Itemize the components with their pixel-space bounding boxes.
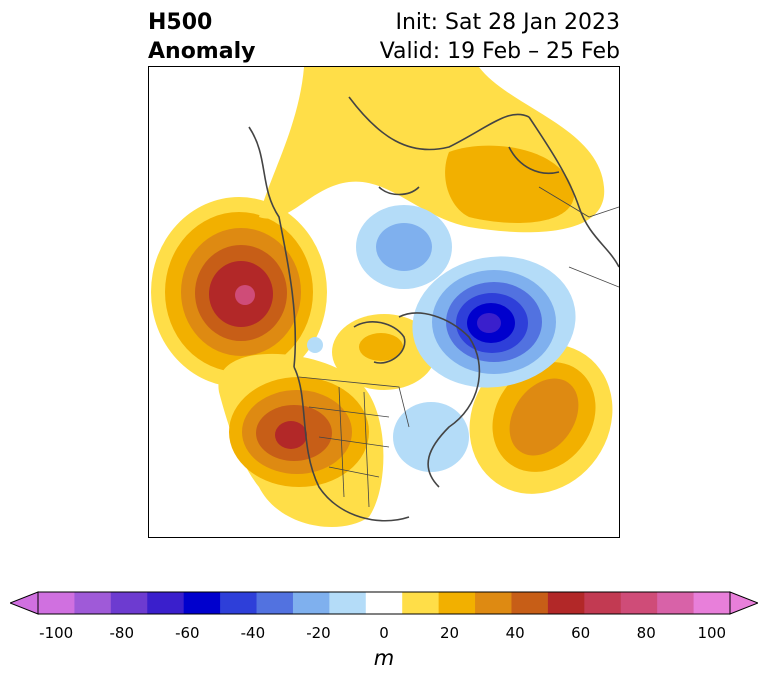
colorbar-bin bbox=[475, 592, 512, 614]
colorbar-unit: m bbox=[373, 646, 395, 670]
trough-central-arctic bbox=[356, 205, 452, 289]
colorbar-extend-low bbox=[8, 591, 39, 615]
colorbar-bin bbox=[147, 592, 185, 614]
title-variable: H500 bbox=[148, 10, 213, 35]
colorbar-bin bbox=[256, 592, 294, 614]
colorbar-graphic bbox=[8, 591, 760, 615]
colorbar-tick-label: 0 bbox=[379, 624, 389, 642]
colorbar-tick-label: 80 bbox=[636, 624, 656, 642]
colorbar-bin bbox=[183, 592, 221, 614]
ridge-southwestern-us bbox=[218, 353, 384, 527]
colorbar-bin bbox=[438, 592, 476, 614]
title-field: Anomaly bbox=[148, 39, 256, 64]
colorbar-bin bbox=[38, 592, 75, 614]
colorbar-bin bbox=[402, 592, 440, 614]
colorbar-tick-label: 40 bbox=[505, 624, 525, 642]
political-borders bbox=[298, 186, 619, 508]
colorbar-bin bbox=[365, 592, 403, 614]
colorbar-tick-label: 100 bbox=[697, 624, 727, 642]
colorbar-tick-label: 20 bbox=[440, 624, 460, 642]
ridge-canada bbox=[332, 314, 436, 390]
init-date: Init: Sat 28 Jan 2023 bbox=[395, 10, 620, 35]
trough-alaska bbox=[307, 337, 323, 353]
trough-eastern-north-america bbox=[393, 402, 469, 472]
ridge-northeast-pacific bbox=[151, 197, 327, 387]
coastlines bbox=[248, 96, 619, 522]
colorbar-bin bbox=[292, 592, 330, 614]
colorbar-bin bbox=[220, 592, 258, 614]
colorbar-tick-label: -60 bbox=[175, 624, 200, 642]
trough-barents bbox=[412, 256, 576, 388]
colorbar-tick-label: -80 bbox=[109, 624, 135, 642]
colorbar-bin bbox=[329, 592, 367, 614]
anomaly-map bbox=[151, 67, 619, 527]
colorbar-tick-label: 60 bbox=[571, 624, 591, 642]
map-dates: Init: Sat 28 Jan 2023 Valid: 19 Feb – 25… bbox=[380, 8, 620, 66]
map-panel bbox=[148, 66, 620, 538]
colorbar-frame bbox=[37, 591, 731, 615]
colorbar-bin bbox=[693, 592, 731, 614]
anomaly-shading bbox=[151, 67, 613, 527]
map-title: H500 Anomaly bbox=[148, 8, 255, 66]
colorbar-tick-label: -100 bbox=[39, 624, 74, 642]
colorbar-bin bbox=[511, 592, 549, 614]
colorbar-bin bbox=[74, 592, 112, 614]
colorbar-bin bbox=[657, 592, 695, 614]
colorbar-extend-high bbox=[729, 591, 760, 615]
colorbar-bin bbox=[620, 592, 658, 614]
colorbar-bin bbox=[547, 592, 585, 614]
valid-range: Valid: 19 Feb – 25 Feb bbox=[379, 39, 620, 64]
colorbar-bin bbox=[584, 592, 622, 614]
colorbar-bin bbox=[110, 592, 148, 614]
colorbar-tick-label: -20 bbox=[306, 624, 331, 642]
colorbar bbox=[8, 590, 760, 620]
colorbar-tick-label: -40 bbox=[240, 624, 266, 642]
